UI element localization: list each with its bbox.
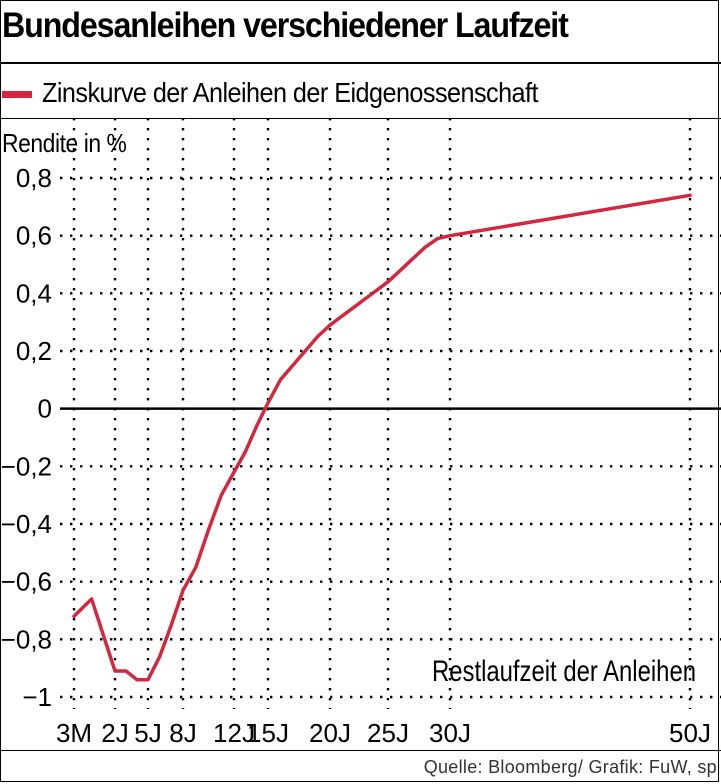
y-tick-label: 0,8 <box>16 163 52 193</box>
chart-title: Bundesanleihen verschiedener Laufzeit <box>2 6 569 45</box>
x-tick-label: 50J <box>669 718 711 748</box>
x-tick-label: 20J <box>309 718 351 748</box>
y-tick-label: −1 <box>22 682 52 712</box>
grid-layer <box>60 118 721 709</box>
legend-series-name: Zinskurve der Anleihen der Eidgenossensc… <box>42 77 538 108</box>
x-tick-label: 25J <box>367 718 409 748</box>
y-tick-label: 0,4 <box>16 278 52 308</box>
x-tick-label: 5J <box>134 718 161 748</box>
x-tick-label: 3M <box>56 718 92 748</box>
x-tick-label: 2J <box>101 718 128 748</box>
x-tick-label: 15J <box>247 718 289 748</box>
title-divider <box>0 62 721 64</box>
x-tick-label: 8J <box>169 718 196 748</box>
x-tick-label: 12J <box>213 718 255 748</box>
y-axis-label: Rendite in % <box>2 128 127 158</box>
series-line <box>72 193 692 682</box>
footer-divider <box>0 750 721 751</box>
y-tick-label: −0,8 <box>1 624 52 654</box>
y-tick-label: 0 <box>38 394 52 424</box>
y-tick-label: −0,2 <box>1 451 52 481</box>
y-tick-labels: 0,8 0,6 0,4 0,2 0 −0,2 −0,4 −0,6 −0,8 −1 <box>1 163 52 712</box>
y-tick-label: −0,6 <box>1 567 52 597</box>
legend-divider <box>0 118 721 119</box>
legend-swatch <box>2 91 32 98</box>
source-note: Quelle: Bloomberg/ Grafik: FuW, sp <box>423 757 717 777</box>
y-tick-label: 0,6 <box>16 221 52 251</box>
x-axis-label: Restlaufzeit der Anleihen <box>432 655 696 688</box>
y-tick-label: −0,4 <box>1 509 52 539</box>
y-tick-label: 0,2 <box>16 336 52 366</box>
x-tick-label: 30J <box>429 718 471 748</box>
